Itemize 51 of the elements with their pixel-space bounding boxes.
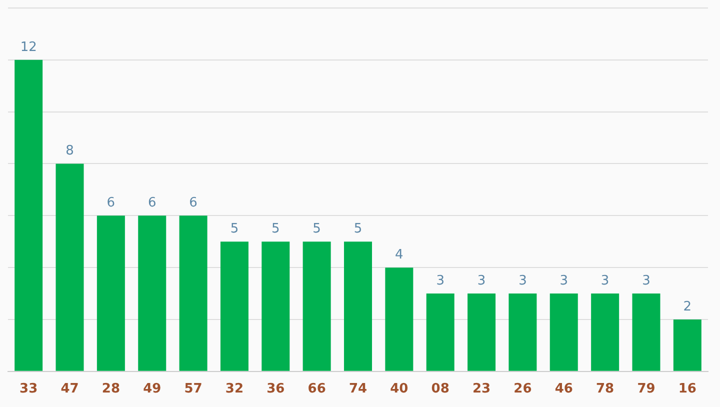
bar [673, 319, 702, 371]
data-label: 3 [436, 273, 444, 288]
data-label: 12 [20, 40, 37, 55]
data-label: 2 [683, 299, 692, 314]
bar [179, 216, 208, 371]
bar [138, 216, 166, 371]
data-label: 4 [395, 247, 404, 262]
x-tick-label: 16 [678, 382, 696, 397]
data-label: 3 [518, 273, 527, 288]
x-tick-label: 57 [184, 382, 202, 397]
x-tick-label: 33 [20, 382, 38, 397]
data-label: 3 [477, 273, 486, 288]
data-label: 3 [560, 273, 568, 288]
x-tick-label: 49 [143, 382, 162, 397]
bar [220, 242, 248, 371]
data-label: 6 [189, 196, 198, 211]
x-tick-label: 40 [390, 382, 408, 397]
bar [426, 294, 454, 371]
data-label: 8 [66, 144, 74, 159]
bar [508, 294, 537, 371]
data-label: 5 [312, 221, 321, 236]
bar [550, 294, 578, 371]
x-tick-label: 79 [637, 382, 656, 397]
x-tick-label: 78 [596, 382, 614, 397]
bar [262, 242, 290, 371]
x-tick-label: 32 [225, 382, 244, 397]
data-label: 5 [272, 221, 280, 236]
bar [344, 242, 372, 371]
bar [96, 216, 125, 371]
x-tick-label: 08 [431, 382, 450, 397]
x-tick-label: 26 [514, 382, 532, 397]
bar [56, 164, 84, 371]
data-label: 6 [148, 196, 156, 211]
x-tick-label: 28 [102, 382, 120, 397]
data-label: 6 [106, 196, 116, 211]
x-tick-label: 36 [266, 382, 285, 397]
bar [591, 294, 620, 371]
data-label: 5 [230, 221, 239, 236]
bar [468, 294, 496, 371]
bar [302, 242, 331, 371]
x-tick-label: 46 [554, 382, 573, 397]
x-tick-label: 47 [60, 382, 79, 397]
bar [14, 60, 43, 371]
data-label: 3 [642, 273, 650, 288]
x-tick-label: 66 [308, 382, 326, 397]
data-label: 5 [354, 221, 362, 236]
x-tick-label: 23 [472, 382, 491, 397]
x-tick-label: 74 [348, 382, 368, 397]
data-label: 3 [600, 273, 610, 288]
bar [632, 294, 660, 371]
bar [385, 268, 414, 371]
